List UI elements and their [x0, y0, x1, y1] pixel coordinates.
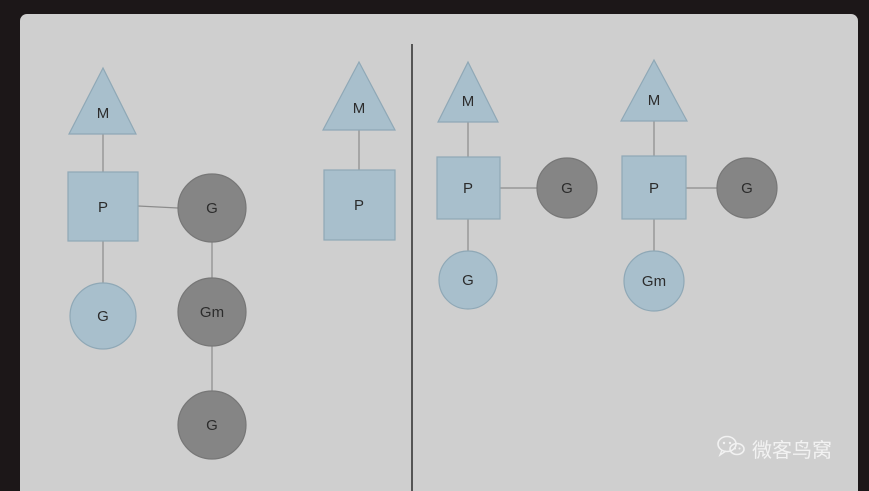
machine-node	[322, 60, 396, 131]
gmp-diagram: M M P P G G Gm G	[67, 44, 778, 491]
left-scene: M M P P G G Gm G	[67, 60, 396, 460]
goroutine-label: G	[206, 200, 218, 217]
goroutine-label: G	[741, 180, 753, 197]
goroutine-node	[438, 250, 498, 310]
goroutine-node-running	[716, 157, 778, 219]
goroutine-label: G	[561, 180, 573, 197]
processor-node	[436, 156, 501, 220]
processor-label: P	[463, 180, 473, 197]
processor-label: P	[354, 197, 364, 214]
g0-label: Gm	[200, 304, 224, 321]
processor-node	[323, 169, 396, 241]
g0-label: Gm	[642, 273, 666, 290]
machine-node	[68, 66, 137, 135]
machine-label: M	[648, 92, 661, 109]
machine-label: M	[353, 100, 366, 117]
goroutine-label: G	[97, 308, 109, 325]
machine-label: M	[97, 105, 110, 122]
goroutine-node	[69, 282, 137, 350]
diagram-panel: M M P P G G Gm G	[20, 14, 858, 491]
processor-node	[621, 155, 687, 220]
wechat-icon	[716, 434, 746, 463]
processor-node	[67, 171, 139, 242]
watermark: 微客鸟窝	[716, 434, 832, 463]
goroutine-label: G	[206, 417, 218, 434]
machine-label: M	[462, 93, 475, 110]
goroutine-node-queued	[177, 390, 247, 460]
connector	[137, 205, 179, 209]
g0-node	[623, 250, 685, 312]
g0-node	[177, 277, 247, 347]
goroutine-node-running	[536, 157, 598, 219]
right-scene: M M P P G G G Gm	[436, 58, 778, 312]
machine-node	[437, 60, 499, 123]
processor-label: P	[649, 180, 659, 197]
processor-label: P	[98, 199, 108, 216]
goroutine-node-running	[177, 173, 247, 243]
goroutine-label: G	[462, 272, 474, 289]
machine-node	[619, 58, 689, 122]
watermark-text: 微客鸟窝	[752, 438, 832, 462]
